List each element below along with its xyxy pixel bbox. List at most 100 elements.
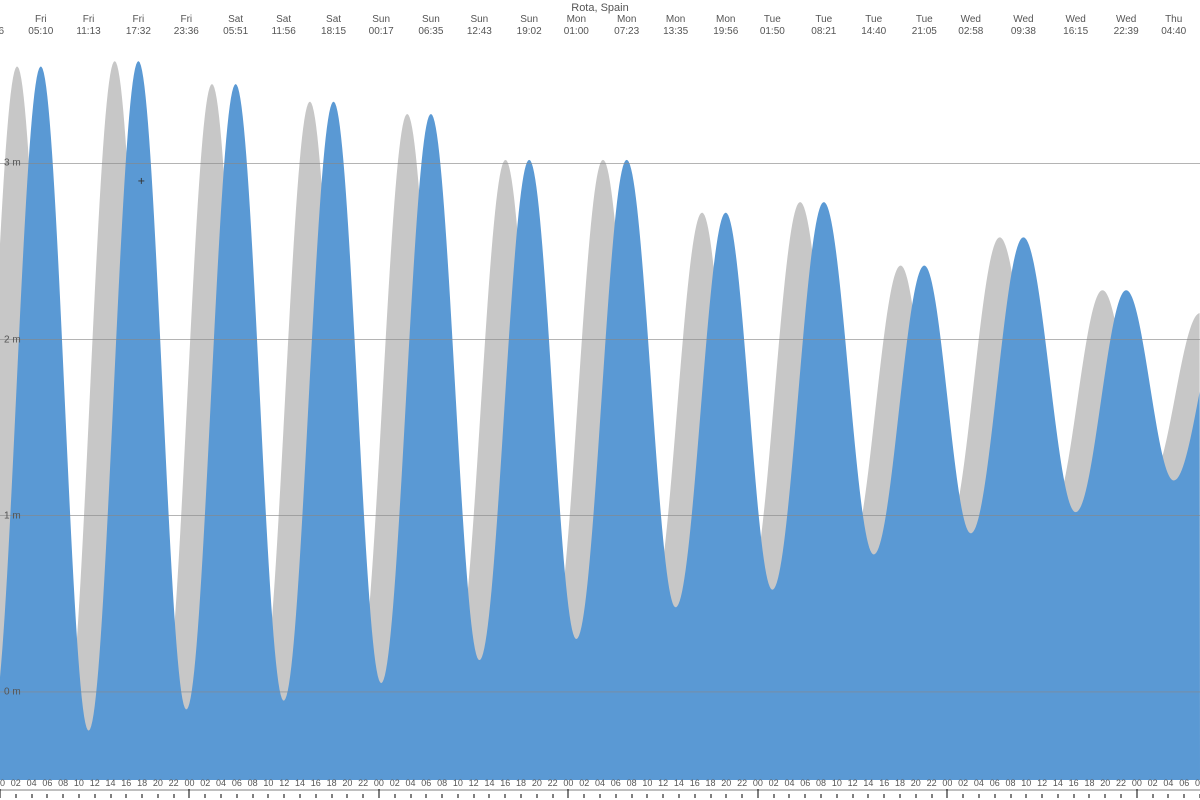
x-tick-label: 04 <box>27 778 37 788</box>
x-tick-label: 20 <box>911 778 921 788</box>
x-tick-mark <box>552 794 553 798</box>
header-day: Sat <box>311 14 357 26</box>
x-tick-mark <box>1089 794 1090 798</box>
x-tick-label: 02 <box>390 778 400 788</box>
y-axis-label: 0 m <box>4 686 21 697</box>
x-tick-label: 08 <box>1006 778 1016 788</box>
x-tick-label: 04 <box>595 778 605 788</box>
x-tick-mark <box>31 794 32 798</box>
x-tick-label: 20 <box>1100 778 1110 788</box>
x-tick-label: 10 <box>263 778 273 788</box>
header-time: Tue01:50 <box>749 14 795 38</box>
x-tick-label: 22 <box>737 778 747 788</box>
x-tick-mark <box>994 794 995 798</box>
x-tick-label: 20 <box>721 778 731 788</box>
header-times-row: Thu22:56Fri05:10Fri11:13Fri17:32Fri23:36… <box>0 14 1200 40</box>
x-tick-label: 10 <box>1021 778 1031 788</box>
x-tick-label: 08 <box>58 778 68 788</box>
x-tick-mark <box>742 794 743 798</box>
x-tick-label: 12 <box>469 778 479 788</box>
x-tick-label: 02 <box>769 778 779 788</box>
x-tick-mark <box>221 794 222 798</box>
x-tick-label: 04 <box>406 778 416 788</box>
header-day: Fri <box>163 14 209 26</box>
x-tick-label: 00 <box>753 778 763 788</box>
header-day: Mon <box>703 14 749 26</box>
x-tick-mark <box>173 794 174 798</box>
header-time: Sun12:43 <box>456 14 502 38</box>
header-time: Mon01:00 <box>553 14 599 38</box>
y-axis-label: 2 m <box>4 334 21 345</box>
x-tick-label: 00 <box>374 778 384 788</box>
x-tick-mark <box>157 794 158 798</box>
x-tick-daymark <box>189 789 190 798</box>
header-time: Thu04:40 <box>1151 14 1197 38</box>
x-tick-mark <box>110 794 111 798</box>
header-day: Tue <box>851 14 897 26</box>
x-tick-label: 08 <box>816 778 826 788</box>
x-tick-mark <box>94 794 95 798</box>
header-clock: 00:17 <box>358 26 404 38</box>
x-tick-label: 14 <box>674 778 684 788</box>
x-tick-label: 22 <box>169 778 179 788</box>
header-time: Sun00:17 <box>358 14 404 38</box>
header-day: Fri <box>66 14 112 26</box>
header-clock: 18:15 <box>311 26 357 38</box>
y-axis-label: 3 m <box>4 158 21 169</box>
header-clock: 12:43 <box>456 26 502 38</box>
x-tick-label: 16 <box>1069 778 1079 788</box>
header-time: Sat18:15 <box>311 14 357 38</box>
x-tick-mark <box>536 794 537 798</box>
x-tick-mark <box>868 794 869 798</box>
x-tick-daymark <box>1136 789 1137 798</box>
x-tick-label: 06 <box>1179 778 1189 788</box>
y-axis-label: 1 m <box>4 510 21 521</box>
header-clock: 04:40 <box>1151 26 1197 38</box>
x-tick-mark <box>236 794 237 798</box>
header-time: Wed02:58 <box>948 14 994 38</box>
header-clock: 14:40 <box>851 26 897 38</box>
header-time: Tue21:05 <box>901 14 947 38</box>
x-tick-daymark <box>0 789 1 798</box>
x-tick-mark <box>284 794 285 798</box>
header-day: Sat <box>213 14 259 26</box>
x-tick-label: 22 <box>358 778 368 788</box>
x-tick-mark <box>1042 794 1043 798</box>
x-tick-label: 00 <box>563 778 573 788</box>
x-tick-mark <box>852 794 853 798</box>
x-tick-label: 18 <box>895 778 905 788</box>
x-tick-label: 08 <box>437 778 447 788</box>
header-clock: 13:35 <box>653 26 699 38</box>
x-tick-label: 00 <box>1132 778 1142 788</box>
header-time: Wed09:38 <box>1000 14 1046 38</box>
x-tick-label: 12 <box>279 778 289 788</box>
x-tick-label: 00 <box>184 778 194 788</box>
header-day: Tue <box>901 14 947 26</box>
x-tick-label: 14 <box>1053 778 1063 788</box>
x-tick-mark <box>252 794 253 798</box>
header-day: Sun <box>358 14 404 26</box>
header-clock: 19:56 <box>703 26 749 38</box>
x-tick-label: 02 <box>200 778 210 788</box>
x-tick-mark <box>694 794 695 798</box>
x-tick-mark <box>268 794 269 798</box>
x-tick-mark <box>1184 794 1185 798</box>
x-tick-label: 04 <box>216 778 226 788</box>
x-tick-mark <box>473 794 474 798</box>
x-tick-daymark <box>947 789 948 798</box>
header-day: Sun <box>408 14 454 26</box>
x-tick-mark <box>978 794 979 798</box>
x-tick-mark <box>315 794 316 798</box>
x-tick-label: 10 <box>453 778 463 788</box>
x-tick-label: 06 <box>421 778 431 788</box>
x-tick-mark <box>1073 794 1074 798</box>
header-clock: 21:05 <box>901 26 947 38</box>
header-time: Fri23:36 <box>163 14 209 38</box>
header-day: Sun <box>456 14 502 26</box>
header-clock: 01:00 <box>553 26 599 38</box>
header-clock: 22:56 <box>0 26 15 38</box>
x-tick-mark <box>678 794 679 798</box>
header-day: Mon <box>653 14 699 26</box>
header-clock: 17:32 <box>115 26 161 38</box>
x-tick-label: 12 <box>90 778 100 788</box>
